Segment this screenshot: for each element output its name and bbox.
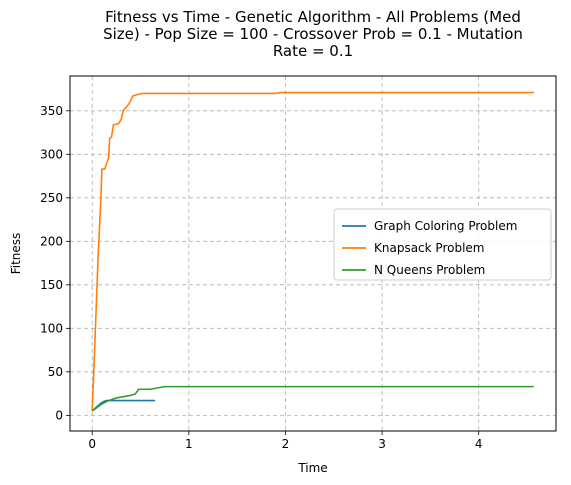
y-tick-label: 50 (48, 365, 63, 379)
y-tick-label: 300 (40, 147, 63, 161)
y-tick-label: 350 (40, 104, 63, 118)
title-line: Fitness vs Time - Genetic Algorithm - Al… (105, 8, 521, 26)
legend-label-graph-coloring-problem: Graph Coloring Problem (374, 219, 517, 233)
series-line-graph-coloring-problem (92, 401, 155, 411)
x-tick-label: 2 (282, 437, 290, 451)
y-tick-label: 200 (40, 234, 63, 248)
y-tick-label: 0 (55, 408, 63, 422)
legend-label-n-queens-problem: N Queens Problem (374, 263, 485, 277)
legend-label-knapsack-problem: Knapsack Problem (374, 241, 484, 255)
x-tick-label: 0 (88, 437, 96, 451)
x-axis-label: Time (297, 461, 327, 475)
series-line-n-queens-problem (92, 387, 534, 411)
title-line: Size) - Pop Size = 100 - Crossover Prob … (103, 25, 523, 43)
y-axis-label: Fitness (9, 233, 23, 275)
y-tick-label: 100 (40, 321, 63, 335)
y-tick-label: 250 (40, 191, 63, 205)
y-tick-label: 150 (40, 278, 63, 292)
x-tick-label: 1 (185, 437, 193, 451)
x-tick-label: 4 (475, 437, 483, 451)
title-line: Rate = 0.1 (273, 42, 353, 60)
x-tick-label: 3 (378, 437, 386, 451)
chart-title: Fitness vs Time - Genetic Algorithm - Al… (103, 8, 523, 60)
legend: Graph Coloring Problem Knapsack Problem N … (334, 209, 551, 280)
